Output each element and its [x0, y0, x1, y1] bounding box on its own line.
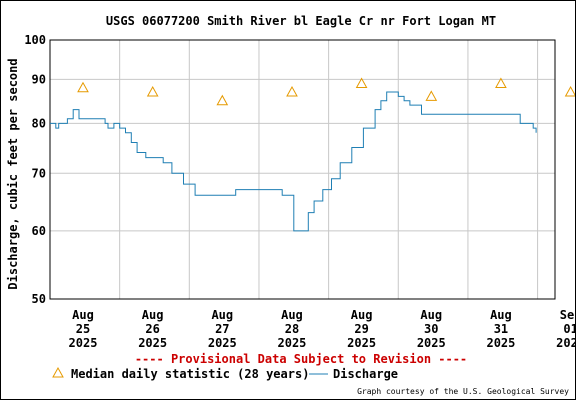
discharge-series-line	[50, 91, 537, 232]
y-tick-label: 90	[32, 72, 46, 86]
x-tick-label: 26	[145, 322, 159, 336]
y-tick-labels: 100 90 80 70 60 50	[24, 33, 46, 306]
series-layer	[50, 91, 537, 232]
x-tick-label: 28	[285, 322, 299, 336]
x-tick-label: 29	[354, 322, 368, 336]
y-tick-label: 100	[24, 33, 46, 47]
x-tick-label: 2025	[486, 336, 515, 350]
y-tick-label: 70	[32, 166, 46, 180]
x-tick-labels: Aug252025Aug262025Aug272025Aug282025Aug2…	[69, 308, 575, 350]
y-tick-label: 60	[32, 224, 46, 238]
x-tick-label: Aug	[142, 308, 164, 322]
median-marker	[216, 94, 229, 106]
provisional-notice: ---- Provisional Data Subject to Revisio…	[135, 352, 467, 366]
median-marker	[77, 81, 89, 93]
x-tick-label: 25	[76, 322, 90, 336]
median-marker	[425, 90, 438, 101]
legend-median-label: Median daily statistic (28 years)	[71, 367, 309, 381]
x-tick-label: 01	[563, 322, 575, 336]
median-marker	[495, 77, 507, 88]
median-marker	[146, 85, 159, 97]
x-tick-label: Aug	[281, 308, 303, 322]
x-tick-label: 2025	[556, 336, 575, 350]
y-tick-label: 80	[32, 116, 46, 130]
legend: Median daily statistic (28 years) Discha…	[52, 366, 398, 381]
legend-median-marker	[52, 366, 64, 378]
x-tick-label: Sep	[560, 308, 575, 322]
x-tick-label: Aug	[420, 308, 442, 322]
x-tick-label: Aug	[72, 308, 94, 322]
x-tick-label: Aug	[351, 308, 373, 322]
x-tick-label: Aug	[211, 308, 233, 322]
chart-title: USGS 06077200 Smith River bl Eagle Cr nr…	[106, 14, 496, 28]
x-tick-label: 30	[424, 322, 438, 336]
x-tick-label: 2025	[69, 336, 98, 350]
x-tick-label: 2025	[138, 336, 167, 350]
grid-layer	[50, 40, 555, 299]
median-marker	[286, 85, 298, 97]
y-tick-label: 50	[32, 292, 46, 306]
x-tick-label: 2025	[278, 336, 307, 350]
median-layer	[77, 77, 575, 106]
x-tick-label: 2025	[417, 336, 446, 350]
x-tick-label: 2025	[208, 336, 237, 350]
x-tick-label: 2025	[347, 336, 376, 350]
y-axis-label: Discharge, cubic feet per second	[6, 58, 20, 289]
legend-discharge-label: Discharge	[333, 367, 398, 381]
credit-text: Graph courtesy of the U.S. Geological Su…	[357, 387, 569, 396]
median-marker	[564, 85, 575, 97]
median-marker	[355, 77, 368, 88]
plot-frame	[49, 39, 556, 300]
x-tick-label: 27	[215, 322, 229, 336]
x-tick-label: Aug	[490, 308, 512, 322]
x-tick-label: 31	[494, 322, 508, 336]
